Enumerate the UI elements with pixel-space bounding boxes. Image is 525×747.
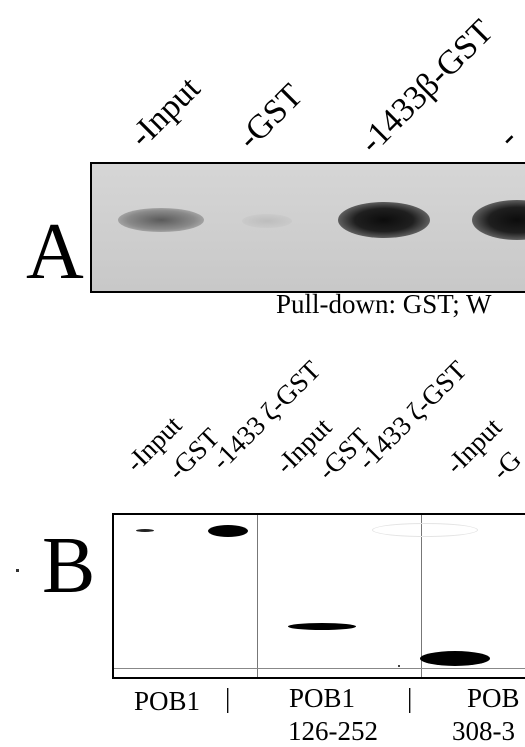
group-divider: |	[407, 683, 413, 713]
group-label: POB	[467, 683, 520, 713]
blot-band	[288, 623, 356, 630]
panel-a-letter: A	[26, 208, 84, 296]
panel-a-caption: Pull-down: GST; W	[276, 289, 492, 319]
panel-a-lane-label: -GST	[230, 77, 311, 157]
lane-divider	[257, 515, 258, 677]
subrange-label: 126-252	[288, 716, 378, 746]
baseline	[114, 668, 525, 669]
group-divider: |	[225, 683, 231, 713]
speck	[398, 665, 400, 667]
blot-band	[208, 525, 248, 537]
panel-a-lane-label: -Input	[122, 69, 208, 155]
panel-b-letter: B	[42, 522, 96, 610]
panel-a-lane-label: -1433β-GST	[352, 12, 501, 161]
group-label: POB1	[289, 683, 356, 713]
lane-divider	[421, 515, 422, 677]
blot-band	[338, 202, 430, 238]
panel-b-blot	[112, 513, 525, 679]
panel-b-lane-label: -G	[485, 444, 525, 486]
blot-band	[420, 651, 490, 666]
panel-a-blot	[90, 162, 525, 293]
blot-band	[472, 200, 525, 240]
group-label: POB1	[134, 686, 201, 716]
blot-band	[136, 529, 154, 532]
subrange-label: 308-3	[452, 716, 515, 746]
blot-band	[118, 208, 204, 232]
panel-a-lane-label: -	[490, 120, 525, 155]
blot-band	[372, 523, 478, 537]
blot-band	[242, 214, 292, 228]
speck	[16, 569, 19, 572]
